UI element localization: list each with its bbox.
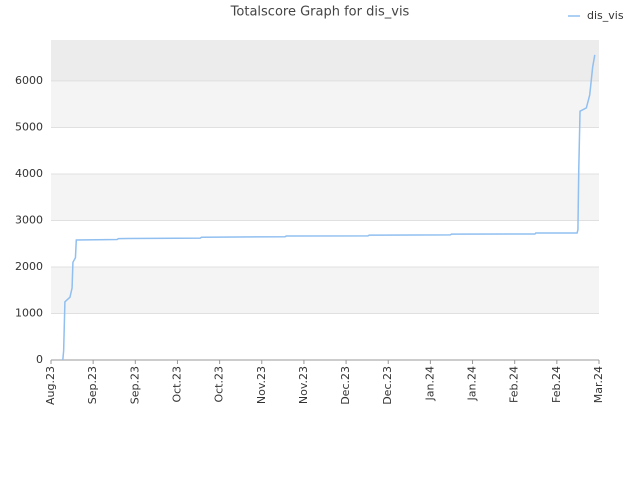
y-tick-label: 2000 <box>15 260 43 273</box>
plot-band <box>51 40 599 81</box>
plot-band <box>51 127 599 174</box>
x-tick-label: Oct.23 <box>170 366 183 403</box>
plot-band <box>51 220 599 267</box>
x-tick-label: Nov.23 <box>255 366 268 404</box>
y-tick-label: 6000 <box>15 74 43 87</box>
x-tick-label: Aug.23 <box>44 366 57 405</box>
y-tick-label: 4000 <box>15 167 43 180</box>
plot-band <box>51 173 599 221</box>
plot-band <box>51 313 599 360</box>
chart-title: Totalscore Graph for dis_vis <box>230 5 410 20</box>
x-tick-label: Sep.23 <box>86 366 99 404</box>
y-tick-label: 3000 <box>15 213 43 226</box>
x-tick-label: Nov.23 <box>297 366 310 404</box>
x-tick-label: Sep.23 <box>128 366 141 404</box>
plot-band <box>51 80 599 128</box>
x-tick-label: Dec.23 <box>381 366 394 405</box>
y-tick-label: 1000 <box>15 306 43 319</box>
x-tick-label: Mar.24 <box>592 366 605 403</box>
legend-label: dis_vis <box>587 9 624 22</box>
y-tick-label: 0 <box>36 353 43 366</box>
x-tick-label: Jan.24 <box>466 366 479 401</box>
x-tick-label: Dec.23 <box>339 366 352 405</box>
x-tick-label: Jan.24 <box>423 366 436 401</box>
plot-band <box>51 266 599 314</box>
x-tick-label: Feb.24 <box>508 366 521 403</box>
series-line <box>62 54 596 361</box>
y-tick-label: 5000 <box>15 120 43 133</box>
x-tick-label: Feb.24 <box>550 366 563 403</box>
x-tick-label: Oct.23 <box>213 366 226 403</box>
